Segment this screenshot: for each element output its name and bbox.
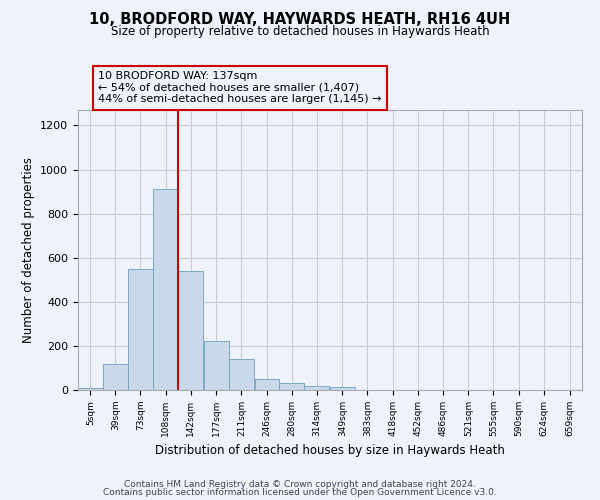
Bar	[78, 388, 103, 390]
Bar	[330, 386, 355, 390]
Bar	[103, 364, 128, 390]
Bar	[304, 386, 329, 390]
Text: 10 BRODFORD WAY: 137sqm
← 54% of detached houses are smaller (1,407)
44% of semi: 10 BRODFORD WAY: 137sqm ← 54% of detache…	[98, 71, 382, 104]
Text: Size of property relative to detached houses in Haywards Heath: Size of property relative to detached ho…	[110, 25, 490, 38]
Text: 10, BRODFORD WAY, HAYWARDS HEATH, RH16 4UH: 10, BRODFORD WAY, HAYWARDS HEATH, RH16 4…	[89, 12, 511, 28]
Bar	[128, 268, 153, 390]
Bar	[229, 359, 254, 390]
Bar	[204, 342, 229, 390]
Bar	[154, 190, 178, 390]
Bar	[254, 378, 280, 390]
Y-axis label: Number of detached properties: Number of detached properties	[22, 157, 35, 343]
Text: Contains HM Land Registry data © Crown copyright and database right 2024.: Contains HM Land Registry data © Crown c…	[124, 480, 476, 489]
Text: Contains public sector information licensed under the Open Government Licence v3: Contains public sector information licen…	[103, 488, 497, 497]
Bar	[178, 271, 203, 390]
X-axis label: Distribution of detached houses by size in Haywards Heath: Distribution of detached houses by size …	[155, 444, 505, 458]
Bar	[280, 383, 304, 390]
